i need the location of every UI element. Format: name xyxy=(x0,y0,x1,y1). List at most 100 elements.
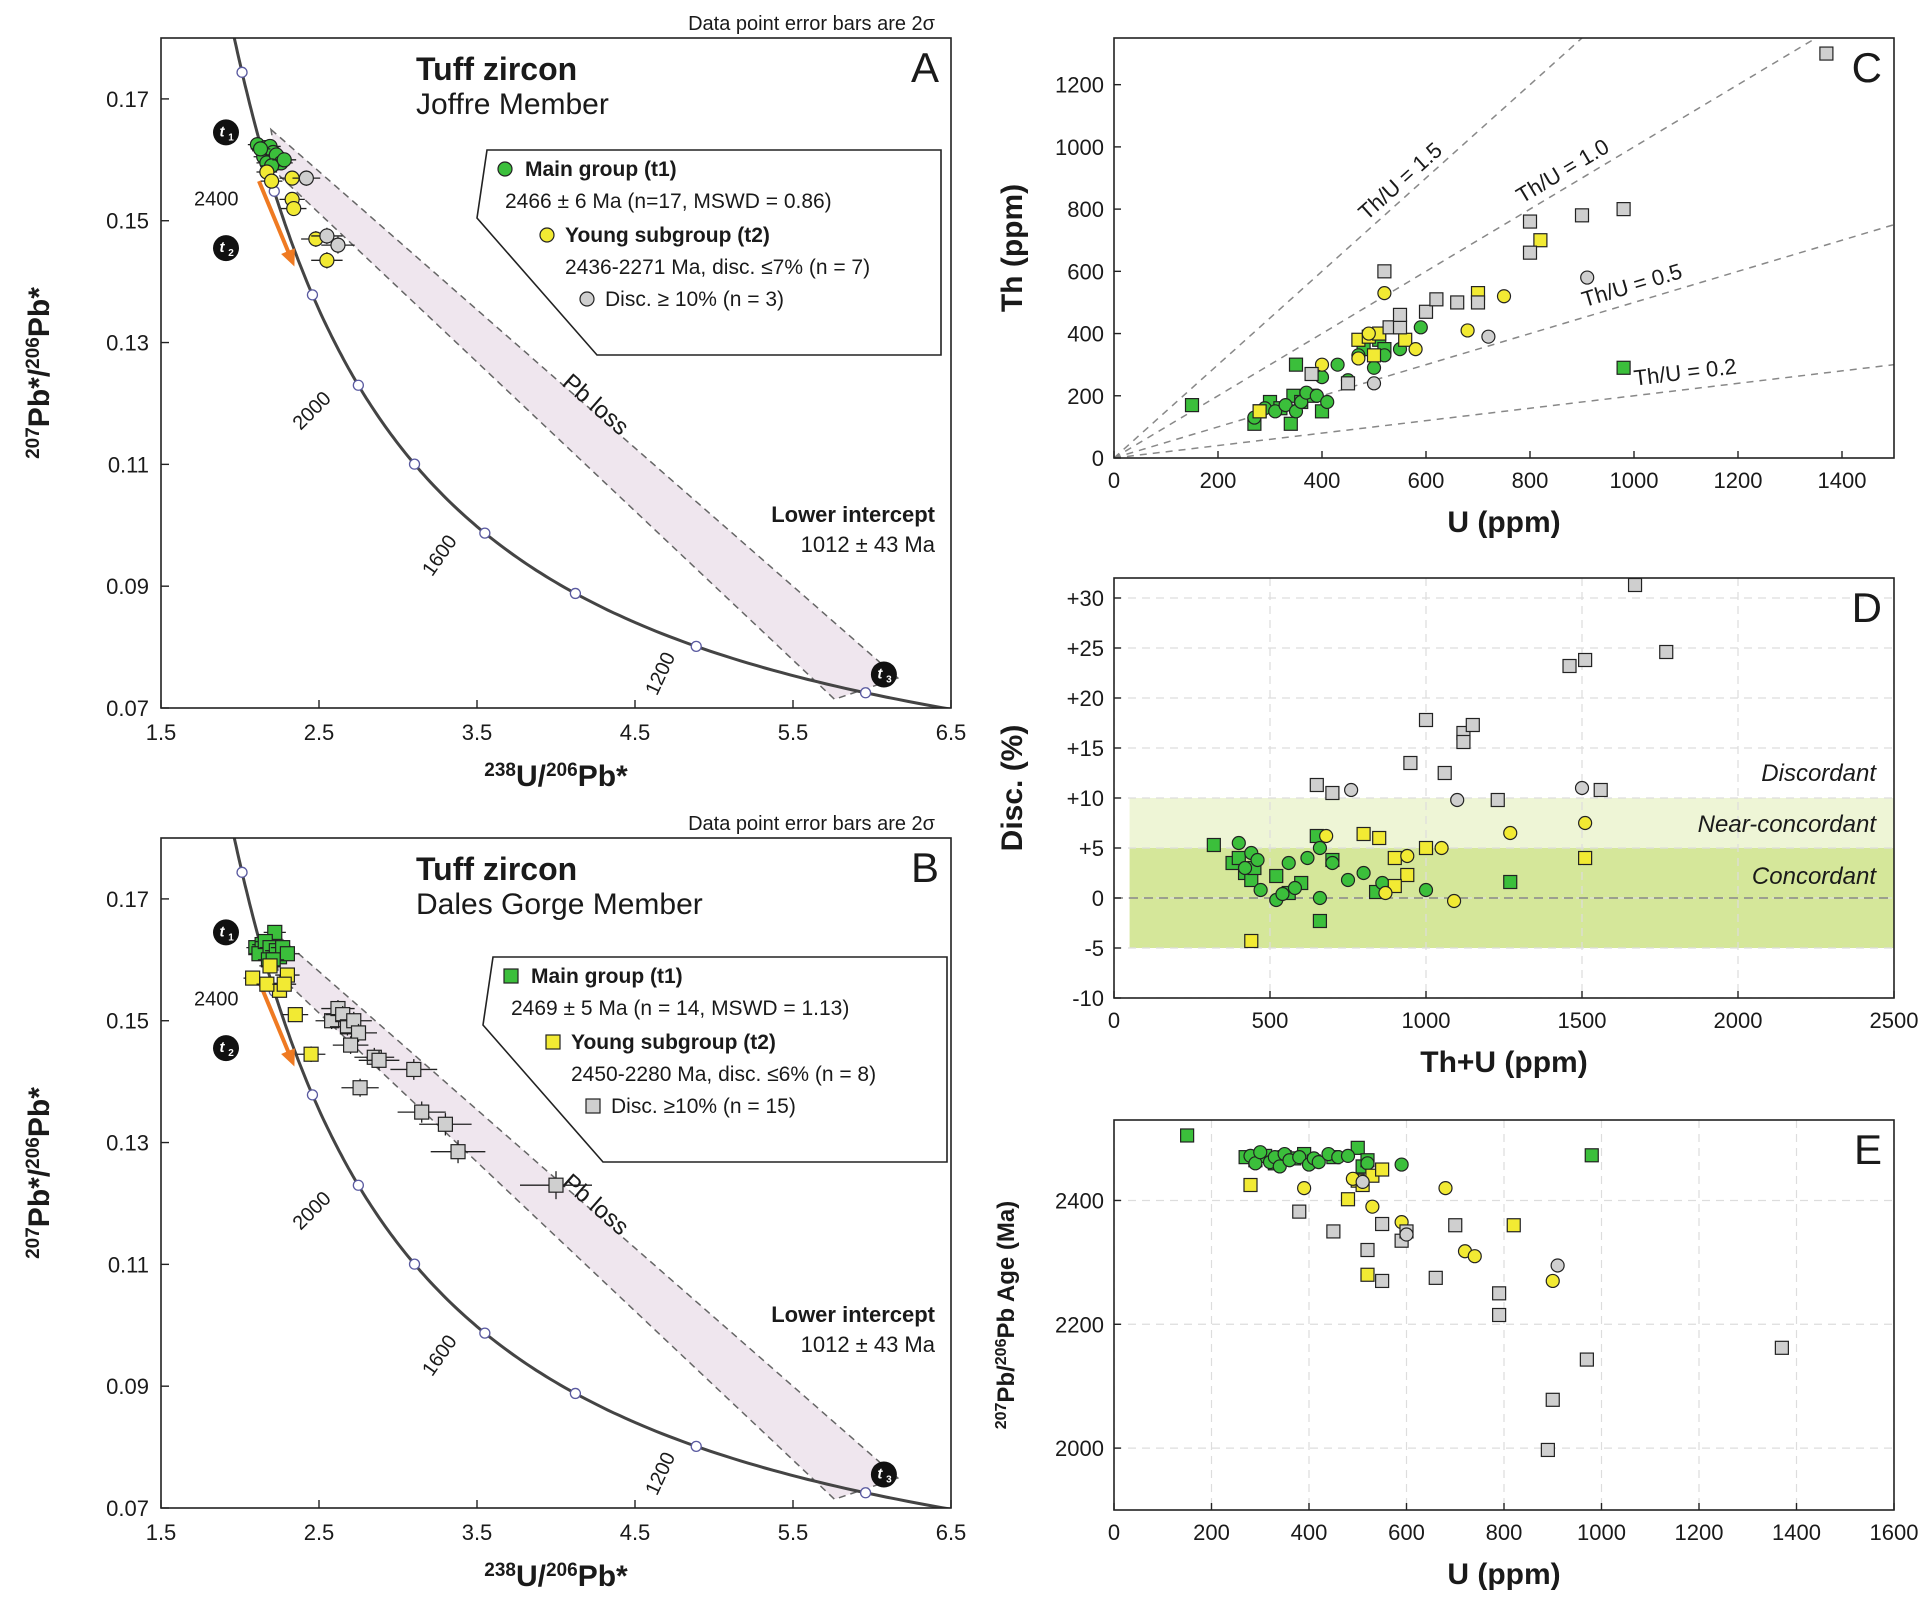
concordia-age-label: 2400 xyxy=(194,188,239,210)
concordia-age-label: 1600 xyxy=(418,531,462,580)
concordia-age-label: 1200 xyxy=(641,649,680,699)
axis-title-part: 207 xyxy=(23,427,44,459)
y-tick-label: 0.17 xyxy=(106,887,149,912)
pb-loss-arrowhead xyxy=(281,1048,295,1067)
data-point xyxy=(1579,1352,1594,1367)
data-point xyxy=(1377,264,1392,279)
concordia-age-tick xyxy=(236,66,248,78)
data-point xyxy=(1292,1150,1307,1165)
data-point xyxy=(1325,855,1340,871)
time-marker xyxy=(870,1461,897,1488)
data-point xyxy=(371,1052,387,1068)
data-point xyxy=(1819,46,1834,61)
legend-box xyxy=(476,149,942,356)
data-point xyxy=(1375,1216,1390,1232)
data-point xyxy=(1418,882,1434,898)
data-point xyxy=(437,1116,453,1132)
x-tick-label: 200 xyxy=(1200,468,1237,493)
data-point xyxy=(1355,1174,1370,1190)
data-point xyxy=(406,1061,422,1078)
data-point xyxy=(1365,1199,1380,1214)
data-point xyxy=(1403,755,1418,771)
data-point xyxy=(1399,1227,1414,1242)
concordia-age-tick xyxy=(306,289,319,301)
data-point xyxy=(330,237,346,253)
y-tick-label: 2000 xyxy=(1055,1436,1104,1461)
x-tick-label: 1600 xyxy=(1870,1520,1919,1545)
x-tick-label: 200 xyxy=(1193,1520,1230,1545)
concordia-age-tick xyxy=(306,1089,319,1101)
data-point xyxy=(1492,1307,1507,1323)
data-point xyxy=(1237,860,1253,876)
x-tick-label: 0 xyxy=(1108,468,1120,493)
time-marker-index: 1 xyxy=(228,132,234,143)
data-point xyxy=(1319,828,1334,844)
data-point xyxy=(1418,840,1434,856)
data-point xyxy=(1456,734,1471,750)
y-tick-label: -5 xyxy=(1084,936,1104,961)
data-point xyxy=(1394,1157,1409,1172)
data-point xyxy=(1465,717,1480,733)
data-point xyxy=(1288,357,1304,372)
x-tick-label: 2500 xyxy=(1870,1008,1919,1033)
zone-label: Concordant xyxy=(1752,863,1877,890)
intercept-value: 1012 ± 43 Ma xyxy=(801,532,936,557)
axis-title-part: U/ xyxy=(516,760,547,793)
axis-title-part: Pb*/ xyxy=(23,1168,56,1227)
y-tick-label: 0.07 xyxy=(106,696,149,721)
y-axis-title: Disc. (%) xyxy=(996,725,1029,852)
data-point xyxy=(1522,245,1538,260)
x-tick-label: 3.5 xyxy=(462,1520,493,1545)
panel-letter: E xyxy=(1854,1126,1882,1173)
data-point xyxy=(1503,825,1518,841)
data-point xyxy=(1377,286,1392,301)
data-point xyxy=(1269,868,1284,884)
legend-marker xyxy=(503,968,519,984)
panel-letter: D xyxy=(1852,584,1882,631)
data-point xyxy=(286,200,302,217)
x-tick-label: 1500 xyxy=(1558,1008,1607,1033)
data-point xyxy=(245,970,261,986)
data-point xyxy=(1180,1128,1195,1143)
time-marker-letter: t xyxy=(220,239,226,256)
x-axis-title: 238U/206Pb* xyxy=(484,760,628,794)
th-u-ratio-line xyxy=(1114,363,1894,458)
x-tick-label: 0 xyxy=(1108,1008,1120,1033)
y-axis-title: Th (ppm) xyxy=(996,184,1029,312)
data-point xyxy=(276,152,292,168)
data-point xyxy=(1492,1286,1507,1301)
data-point xyxy=(1593,782,1608,798)
x-tick-label: 400 xyxy=(1291,1520,1328,1545)
data-point xyxy=(1184,398,1200,413)
x-tick-label: 6.5 xyxy=(936,1520,967,1545)
data-point xyxy=(1562,658,1577,674)
pb-loss-arrowhead xyxy=(281,248,295,267)
data-point xyxy=(1300,850,1315,866)
concordia-age-tick xyxy=(569,587,582,600)
data-point xyxy=(1392,320,1408,335)
y-tick-label: 400 xyxy=(1067,322,1104,347)
data-point xyxy=(1281,855,1296,871)
intercept-value: 1012 ± 43 Ma xyxy=(801,1332,936,1357)
legend-label: Young subgroup (t2) xyxy=(565,224,770,247)
data-point xyxy=(1351,351,1366,366)
x-tick-label: 4.5 xyxy=(620,720,651,745)
y-tick-label: 0.09 xyxy=(106,574,149,599)
x-tick-label: 3.5 xyxy=(462,720,493,745)
y-tick-label: 0.15 xyxy=(106,209,149,234)
data-point xyxy=(1578,815,1593,831)
data-point xyxy=(1460,323,1475,338)
x-tick-label: 1200 xyxy=(1714,468,1763,493)
x-tick-label: 1200 xyxy=(1675,1520,1724,1545)
concordia-age-label: 2000 xyxy=(289,1188,336,1235)
legend-marker xyxy=(497,161,513,177)
data-point xyxy=(1506,1218,1521,1233)
data-point xyxy=(1231,835,1246,851)
panel-d: Concordant Near-concordant Discordant D 0 500… xyxy=(996,577,1919,1079)
data-point xyxy=(1550,1258,1565,1273)
y-tick-label: +10 xyxy=(1067,786,1104,811)
intercept-title: Lower intercept xyxy=(771,502,935,527)
data-point xyxy=(1375,1273,1390,1289)
data-point xyxy=(1283,416,1298,431)
y-tick-label: 0.11 xyxy=(108,1252,149,1277)
